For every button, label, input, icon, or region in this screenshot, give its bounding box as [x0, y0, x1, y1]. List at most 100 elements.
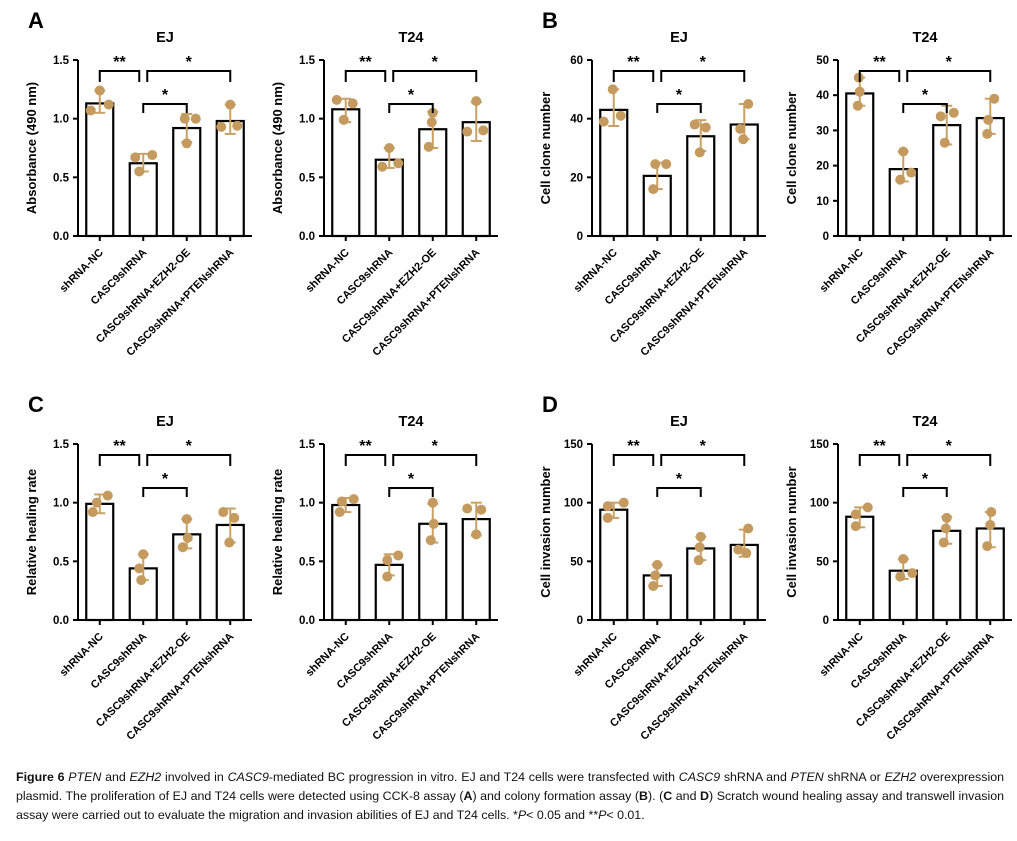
data-point	[602, 512, 613, 523]
significance-bracket	[146, 70, 232, 82]
caption-segment: < 0.01.	[606, 808, 645, 823]
significance-bracket	[906, 454, 992, 466]
y-axis-label: Cell invasion number	[538, 466, 553, 597]
panel-b-label: B	[542, 8, 558, 33]
caption-segment: and	[672, 789, 701, 804]
data-point	[850, 509, 861, 520]
y-tick-label: 40	[570, 114, 583, 126]
data-point	[895, 571, 906, 582]
panel-b-charts: EJ 0 20 40 60 Cell clone number shRNA-NC CASC9s…	[534, 20, 1017, 380]
data-point	[939, 137, 950, 148]
caption-segment: EZH2	[129, 770, 162, 784]
data-point	[384, 143, 395, 153]
y-tick-label: 1.5	[299, 55, 316, 67]
data-point	[898, 146, 909, 157]
y-tick-label: 100	[564, 498, 583, 510]
y-tick-label: 0.5	[53, 556, 70, 568]
data-point	[103, 99, 114, 110]
bar	[845, 515, 875, 622]
data-point	[428, 518, 439, 529]
caption-segment: Figure 6	[16, 770, 69, 784]
significance-bracket	[98, 70, 141, 82]
significance-bracket	[388, 103, 434, 113]
bar	[128, 162, 158, 238]
chart-title: EJ	[156, 414, 174, 430]
bar	[215, 119, 245, 238]
y-tick-label: 40	[816, 90, 829, 102]
data-point	[862, 502, 873, 513]
y-tick-label: 0.0	[53, 615, 69, 627]
data-point	[986, 507, 997, 518]
caption-segment: D	[700, 789, 709, 804]
significance-label: *	[186, 54, 193, 71]
data-point	[216, 121, 227, 132]
data-point	[377, 161, 388, 172]
data-point	[735, 123, 746, 134]
significance-bracket	[902, 487, 948, 497]
data-point	[382, 555, 393, 566]
data-point	[427, 497, 438, 508]
data-point	[695, 531, 706, 542]
significance-bracket	[858, 70, 901, 82]
y-tick-label: 0.5	[299, 556, 316, 568]
y-tick-label: 1.5	[53, 55, 70, 67]
data-point	[650, 159, 661, 170]
y-tick-label: 150	[564, 439, 583, 451]
data-point	[985, 519, 996, 530]
data-point	[102, 490, 113, 501]
data-point	[598, 116, 609, 127]
data-point	[85, 105, 96, 116]
caption-segment: -mediated BC progression in vitro. EJ an…	[268, 770, 679, 784]
caption-segment: CASC9	[227, 770, 269, 784]
chart-title: T24	[399, 414, 424, 430]
caption-segment: B	[639, 789, 648, 804]
figure-caption: Figure 6 PTEN and EZH2 involved in CASC9…	[16, 768, 1004, 826]
data-point	[382, 571, 393, 582]
panel-d-charts: EJ 0 50 100 150 Cell invasion number shRNA-NC C…	[534, 404, 1017, 764]
caption-segment: CASC9	[678, 770, 721, 784]
significance-label: **	[873, 438, 886, 455]
panel-c-charts: EJ 0.0 0.5 1.0 1.5 Relative healing rate shRNA…	[20, 404, 504, 764]
caption-segment: PTEN	[790, 770, 824, 784]
chart-title: EJ	[156, 30, 174, 46]
significance-bracket	[902, 103, 948, 113]
bar	[85, 102, 115, 238]
y-tick-label: 1.0	[53, 114, 69, 126]
y-tick-label: 0.5	[299, 172, 316, 184]
significance-label: *	[408, 471, 415, 488]
y-tick-label: 1.5	[299, 439, 316, 451]
chart-title: T24	[913, 414, 938, 430]
y-tick-label: 0	[577, 231, 583, 243]
data-point	[982, 128, 993, 139]
data-point	[462, 503, 473, 514]
significance-label: *	[922, 87, 929, 104]
y-tick-label: 0	[823, 615, 829, 627]
data-point	[331, 94, 342, 105]
data-point	[693, 555, 704, 566]
significance-bracket	[146, 454, 232, 466]
panel-a-label: A	[28, 8, 44, 33]
significance-label: *	[162, 87, 169, 104]
caption-segment: overexpression plasmid. The proliferatio…	[16, 770, 1004, 804]
y-tick-label: 100	[810, 498, 829, 510]
caption-segment: EZH2	[884, 770, 917, 784]
data-point	[743, 99, 754, 109]
caption-segment: involved in	[161, 770, 228, 784]
data-point	[854, 86, 865, 97]
chart-title: EJ	[670, 414, 688, 430]
data-point	[348, 494, 359, 505]
significance-label: **	[627, 438, 640, 455]
data-point	[476, 504, 487, 515]
caption-segment: A	[463, 789, 473, 804]
significance-label: *	[676, 471, 683, 488]
data-point	[334, 507, 345, 518]
bar	[845, 92, 875, 238]
significance-label: *	[432, 438, 439, 455]
y-axis-label: Relative healing rate	[270, 469, 285, 595]
significance-label: *	[946, 438, 953, 455]
y-axis-label: Cell clone number	[784, 92, 799, 205]
data-point	[907, 568, 918, 579]
data-point	[138, 549, 149, 560]
data-point	[733, 544, 744, 555]
